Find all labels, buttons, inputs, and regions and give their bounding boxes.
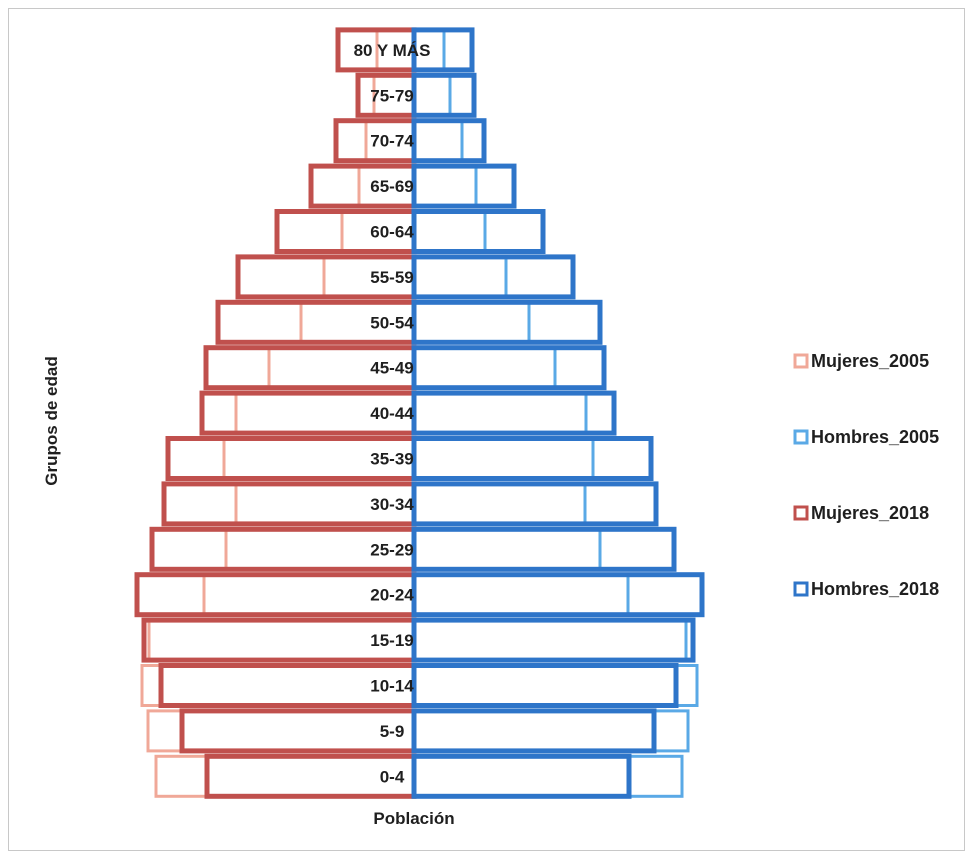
bar-hombres-2005-45-49 [412,346,557,390]
bar-hombres-2018-35-39 [411,436,654,481]
bar-hombres-2005-0-4 [412,754,684,798]
legend-item: Mujeres_2005 [793,351,929,371]
age-group-label: 55-59 [370,268,413,287]
age-group-label: 60-64 [370,223,414,242]
legend-swatch [793,353,809,369]
bar-mujeres-2005-5-9 [146,709,416,753]
age-group-label: 80 Y MÁS [354,41,431,60]
legend-item: Mujeres_2018 [793,503,929,523]
legend-swatch [793,505,809,521]
bar-hombres-2005-60-64 [412,210,487,253]
bar-hombres-2005-75-79 [412,73,452,117]
age-group-label: 65-69 [370,177,413,196]
bar-hombres-2005-70-74 [412,119,464,163]
bar-hombres-2005-55-59 [412,255,508,299]
legend-label: Mujeres_2018 [811,503,929,523]
legend-swatch [793,581,809,597]
bar-hombres-2018-5-9 [411,708,657,754]
age-group-label: 30-34 [370,495,414,514]
bar-hombres-2018-70-74 [411,118,487,164]
bar-mujeres-2005-0-4 [154,754,416,798]
x-axis-title: Población [373,809,454,828]
bar-hombres-2018-75-79 [411,72,477,118]
bar-hombres-2005-65-69 [412,164,478,208]
chart-frame: 0-4 5-9 10-14 15-19 20-24 25-29 30-34 35-39 40-4… [8,8,965,851]
age-group-label: 50-54 [370,313,414,332]
population-pyramid-chart: 0-4 5-9 10-14 15-19 20-24 25-29 30-34 35-39 40-4… [42,27,939,828]
bar-hombres-2018-0-4 [411,753,632,799]
age-group-label: 45-49 [370,359,413,378]
bar-hombres-2005-10-14 [412,664,699,707]
bar-hombres-2005-5-9 [412,709,690,753]
bar-hombres-2018-40-44 [411,390,617,436]
bar-hombres-2018-25-29 [411,526,677,572]
legend-item: Hombres_2018 [793,579,939,599]
bar-hombres-2005-15-19 [412,618,688,662]
legend-label: Hombres_2018 [811,579,939,599]
bar-hombres-2005-20-24 [412,573,630,617]
legend-label: Hombres_2005 [811,427,939,447]
bar-hombres-2018-65-69 [411,163,517,209]
legend-label: Mujeres_2005 [811,351,929,371]
bar-hombres-2018-50-54 [411,299,603,345]
bar-hombres-2018-60-64 [411,209,546,254]
bar-hombres-2005-35-39 [412,437,595,480]
bar-hombres-2005-30-34 [412,482,587,526]
bar-hombres-2005-50-54 [412,300,531,344]
bar-hombres-2018-55-59 [411,254,576,300]
legend-swatch [793,429,809,445]
age-group-label: 35-39 [370,450,413,469]
legend: Mujeres_2005 Hombres_2005 Mujeres_2018 Homb… [793,351,939,599]
bar-hombres-2018-45-49 [411,345,607,391]
legend-item: Hombres_2005 [793,427,939,447]
age-group-label: 20-24 [370,586,414,605]
age-group-label: 40-44 [370,404,414,423]
bar-hombres-2005-25-29 [412,527,602,571]
age-group-label: 15-19 [370,631,413,650]
bar-hombres-2018-15-19 [411,617,696,663]
bar-hombres-2018-30-34 [411,481,659,527]
bar-hombres-2018-80-y-más [411,27,475,73]
y-axis-title: Grupos de edad [42,356,61,485]
age-group-label: 70-74 [370,132,414,151]
age-group-label: 25-29 [370,540,413,559]
bar-hombres-2018-20-24 [411,572,705,618]
age-group-label: 5-9 [380,722,405,741]
age-group-label: 0-4 [380,767,405,786]
age-group-label: 75-79 [370,86,413,105]
bar-hombres-2018-10-14 [411,663,679,708]
bars-layer [134,27,705,799]
bar-hombres-2005-40-44 [412,391,588,435]
age-labels-layer: 0-4 5-9 10-14 15-19 20-24 25-29 30-34 35-39 40-4… [354,41,431,786]
age-group-label: 10-14 [370,677,414,696]
